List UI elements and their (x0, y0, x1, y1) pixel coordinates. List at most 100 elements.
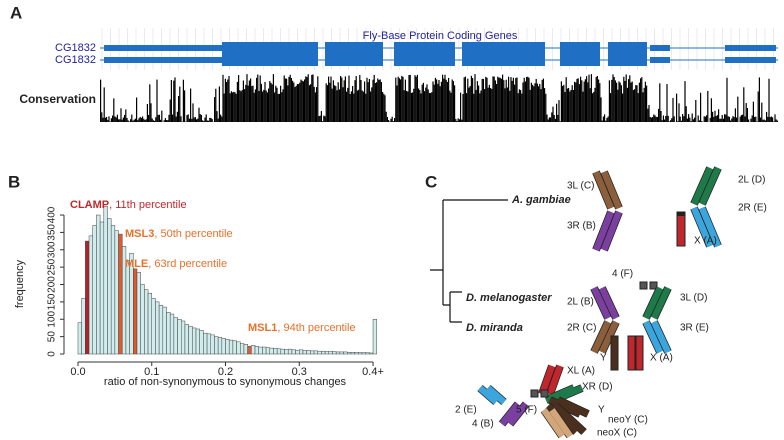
conservation-bar (131, 114, 133, 122)
chromosome-label: X (A) (650, 353, 673, 364)
conservation-bar (480, 90, 482, 122)
conservation-bar (726, 77, 728, 122)
conservation-bar (266, 92, 268, 122)
conservation-bar (491, 88, 493, 122)
conservation-bar (532, 84, 534, 122)
bar (140, 284, 145, 355)
conservation-bar (456, 121, 458, 122)
conservation-bar (697, 115, 699, 122)
conservation-bar (166, 120, 168, 122)
conservation-bar (510, 77, 512, 122)
conservation-bar (199, 114, 201, 122)
conservation-bar (606, 117, 608, 122)
conservation-bar (364, 81, 366, 122)
conservation-bar (230, 91, 232, 122)
conservation-bar (542, 78, 544, 122)
conservation-bar (628, 79, 630, 122)
conservation-bar (169, 99, 171, 122)
bar (158, 305, 164, 355)
conservation-bar (727, 116, 729, 122)
conservation-bar (103, 87, 105, 122)
conservation-bar (192, 103, 194, 122)
conservation-bar (347, 87, 349, 122)
bar (280, 348, 285, 355)
conservation-bar (638, 82, 640, 122)
conservation-bar (731, 118, 733, 122)
conservation-bar (262, 91, 264, 122)
conservation-bar (330, 76, 332, 122)
bar (92, 225, 97, 355)
conservation-bar (740, 115, 742, 122)
bar (192, 327, 197, 355)
conservation-bar (306, 77, 308, 122)
conservation-bar (278, 93, 280, 122)
chromosome-label: 4 (F) (612, 269, 633, 280)
chromosome-label: 3L (C) (567, 181, 594, 192)
conservation-bar (186, 115, 188, 122)
bar (151, 298, 156, 355)
conservation-bar (176, 111, 178, 122)
conservation-bar (134, 118, 136, 122)
conservation-bar (118, 119, 120, 122)
conservation-bar (272, 74, 274, 122)
chromatid (643, 286, 663, 320)
conservation-bar (722, 118, 724, 122)
annotation: MLE, 63rd percentile (125, 258, 227, 270)
chromosome-label: 2 (E) (455, 405, 477, 416)
exon (608, 54, 647, 66)
conservation-bar (376, 82, 378, 122)
conservation-bar (524, 81, 526, 122)
conservation-bar (608, 80, 610, 122)
annotation: CLAMP, 11th percentile (70, 199, 187, 211)
conservation-bar (730, 120, 732, 122)
chromosome (627, 335, 636, 371)
conservation-bar (673, 116, 675, 122)
conservation-bar (409, 74, 411, 122)
conservation-bar (757, 91, 759, 122)
conservation-bar (578, 84, 580, 122)
conservation-bar (362, 91, 364, 122)
conservation-bar (379, 79, 381, 122)
bar (269, 347, 274, 355)
conservation-bar (352, 86, 354, 122)
conservation-bar (331, 88, 333, 122)
conservation-bar (437, 83, 439, 122)
conservation-bar (238, 75, 240, 122)
conservation-bar (612, 74, 614, 122)
conservation-bar (460, 92, 462, 122)
conservation-bar (179, 86, 181, 122)
conservation-bar (546, 114, 548, 122)
conservation-bar (577, 78, 579, 122)
conservation-bar (634, 89, 636, 122)
conservation-bar (253, 92, 255, 122)
bar (125, 259, 130, 355)
conservation-bar (479, 93, 481, 122)
conservation-bar (718, 109, 720, 122)
conservation-bar (458, 119, 460, 122)
conservation-bar (182, 79, 184, 122)
conservation-bar (497, 76, 499, 122)
conservation-bar (300, 79, 302, 122)
conservation-bar (168, 114, 170, 122)
exon (650, 45, 670, 51)
dot-chromosome (639, 281, 648, 290)
chromosome-label: neoY (C) (608, 415, 648, 426)
conservation-bar (360, 80, 362, 122)
conservation-bar (301, 80, 303, 122)
conservation-bar (274, 92, 276, 122)
chromosome-label: neoX (C) (597, 428, 637, 439)
conservation-bar (556, 103, 558, 122)
chromatid (541, 408, 565, 438)
chromatid (651, 286, 671, 320)
conservation-bar (401, 75, 403, 122)
conservation-bar (529, 89, 531, 122)
bar (317, 350, 322, 355)
bar (295, 349, 300, 355)
conservation-bar (407, 91, 409, 122)
conservation-bar (613, 77, 615, 122)
conservation-bar (526, 76, 528, 122)
conservation-bar (187, 114, 189, 122)
exon (325, 42, 383, 54)
bar (114, 230, 119, 355)
conservation-bar (517, 93, 519, 122)
